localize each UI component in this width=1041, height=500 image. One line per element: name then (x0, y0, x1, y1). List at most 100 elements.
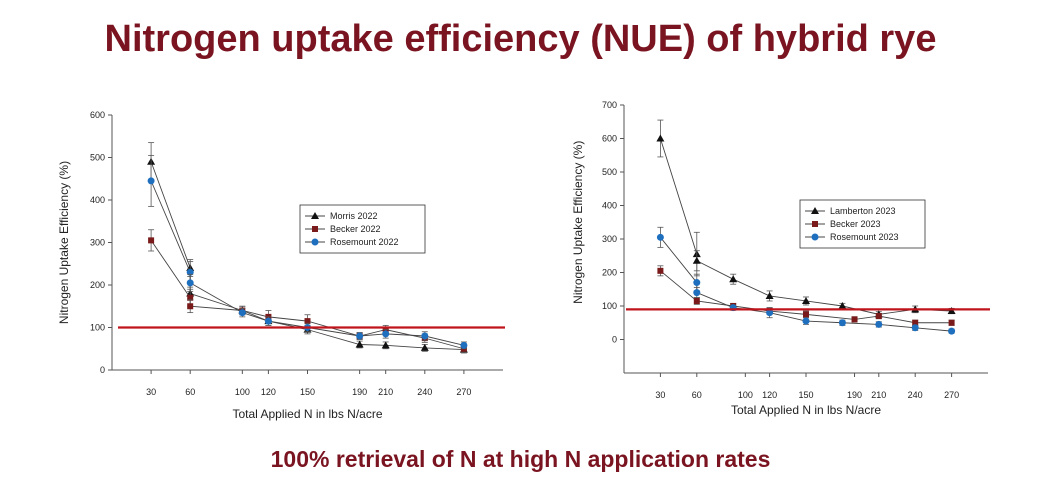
y-tick-label: 100 (602, 301, 617, 311)
legend-marker (811, 233, 819, 241)
legend-label: Rosemount 2023 (830, 232, 899, 242)
data-point (693, 289, 701, 297)
data-point (460, 341, 468, 349)
data-point (851, 316, 858, 323)
data-point (875, 313, 882, 320)
legend-item: Becker 2022 (305, 224, 381, 234)
data-point (693, 297, 700, 304)
x-tick-label: 210 (871, 390, 886, 400)
data-point (693, 279, 701, 287)
data-point (802, 317, 810, 325)
x-tick-label: 270 (944, 390, 959, 400)
y-tick-label: 200 (602, 268, 617, 278)
legend-item: Morris 2022 (305, 211, 378, 221)
data-point (911, 324, 919, 332)
data-point (948, 319, 955, 326)
legend-marker (311, 238, 319, 246)
slide-title: Nitrogen uptake efficiency (NUE) of hybr… (104, 18, 937, 60)
data-point (766, 309, 774, 317)
y-tick-label: 400 (90, 195, 105, 205)
legend-label: Lamberton 2023 (830, 206, 896, 216)
data-point (147, 177, 155, 185)
data-point (765, 291, 774, 299)
x-tick-label: 150 (798, 390, 813, 400)
slide-caption: 100% retrieval of N at high N applicatio… (270, 446, 771, 472)
data-point (187, 294, 194, 301)
y-tick-label: 500 (602, 167, 617, 177)
x-tick-label: 120 (261, 387, 276, 397)
nue-chart-2022: 0 100 200 300 400 500 600 30 60 100 120 150 190 210 24… (57, 110, 505, 421)
y-tick-label: 0 (612, 335, 617, 345)
legend-label: Becker 2022 (330, 224, 381, 234)
x-tick-label: 120 (762, 390, 777, 400)
data-point (148, 237, 155, 244)
y-tick-label: 300 (602, 234, 617, 244)
data-point (656, 233, 664, 241)
y-axis-title: Nitrogen Uptake Efficiency (%) (57, 161, 71, 324)
legend-item: Rosemount 2022 (305, 237, 399, 247)
data-point (187, 303, 194, 310)
legend-marker (812, 221, 818, 227)
legend-item: Becker 2023 (805, 219, 881, 229)
legend-label: Rosemount 2022 (330, 237, 399, 247)
x-tick-label: 60 (692, 390, 702, 400)
data-point (875, 320, 883, 328)
legend-marker (811, 207, 819, 214)
legend-item: Rosemount 2023 (805, 232, 899, 242)
legend: Morris 2022 Becker 2022 Rosemount 2022 (299, 204, 426, 254)
x-tick-label: 190 (847, 390, 862, 400)
data-point (304, 318, 311, 325)
y-tick-label: 200 (90, 280, 105, 290)
y-tick-label: 100 (90, 323, 105, 333)
y-tick-label: 300 (90, 238, 105, 248)
y-tick-label: 700 (602, 100, 617, 110)
legend: Lamberton 2023 Becker 2023 Rosemount 2023 (799, 199, 926, 249)
y-tick-label: 600 (90, 110, 105, 120)
legend-marker (312, 226, 318, 232)
data-point (382, 330, 390, 338)
x-tick-label: 270 (456, 387, 471, 397)
x-tick-label: 100 (235, 387, 250, 397)
y-tick-label: 600 (602, 134, 617, 144)
x-tick-label: 240 (417, 387, 432, 397)
data-point (912, 319, 919, 326)
data-point (421, 332, 429, 340)
nue-chart-2023: 0 100 200 300 400 500 600 700 30 60 100 120 150 190 21… (571, 100, 990, 417)
data-point (803, 311, 809, 318)
x-tick-label: 100 (738, 390, 753, 400)
data-point (948, 327, 956, 335)
data-point (420, 343, 429, 351)
series-becker-2023 (657, 265, 955, 326)
legend-label: Becker 2023 (830, 219, 881, 229)
y-tick-label: 500 (90, 153, 105, 163)
data-point (356, 332, 364, 340)
data-point (381, 341, 390, 349)
legend-marker (311, 212, 319, 219)
x-tick-label: 30 (655, 390, 665, 400)
x-tick-label: 190 (352, 387, 367, 397)
x-axis-title: Total Applied N in lbs N/acre (731, 403, 881, 417)
y-axis-title: Nitrogen Uptake Efficiency (%) (571, 141, 585, 304)
legend-label: Morris 2022 (330, 211, 378, 221)
y-tick-label: 400 (602, 201, 617, 211)
data-point (186, 279, 194, 287)
x-tick-label: 240 (908, 390, 923, 400)
data-point (238, 309, 246, 317)
data-point (355, 340, 364, 348)
data-point (264, 317, 272, 325)
x-tick-label: 60 (185, 387, 195, 397)
data-point (656, 134, 665, 142)
data-point (947, 307, 956, 315)
legend-item: Lamberton 2023 (805, 206, 896, 216)
data-point (838, 302, 847, 309)
data-point (802, 296, 810, 304)
x-tick-label: 30 (146, 387, 156, 397)
y-tick-label: 0 (100, 365, 105, 375)
data-point (692, 256, 701, 264)
data-point (657, 267, 664, 274)
x-axis-title: Total Applied N in lbs N/acre (232, 407, 382, 421)
data-point (838, 319, 846, 327)
x-tick-label: 210 (378, 387, 393, 397)
x-tick-label: 150 (300, 387, 315, 397)
data-point (729, 275, 738, 283)
